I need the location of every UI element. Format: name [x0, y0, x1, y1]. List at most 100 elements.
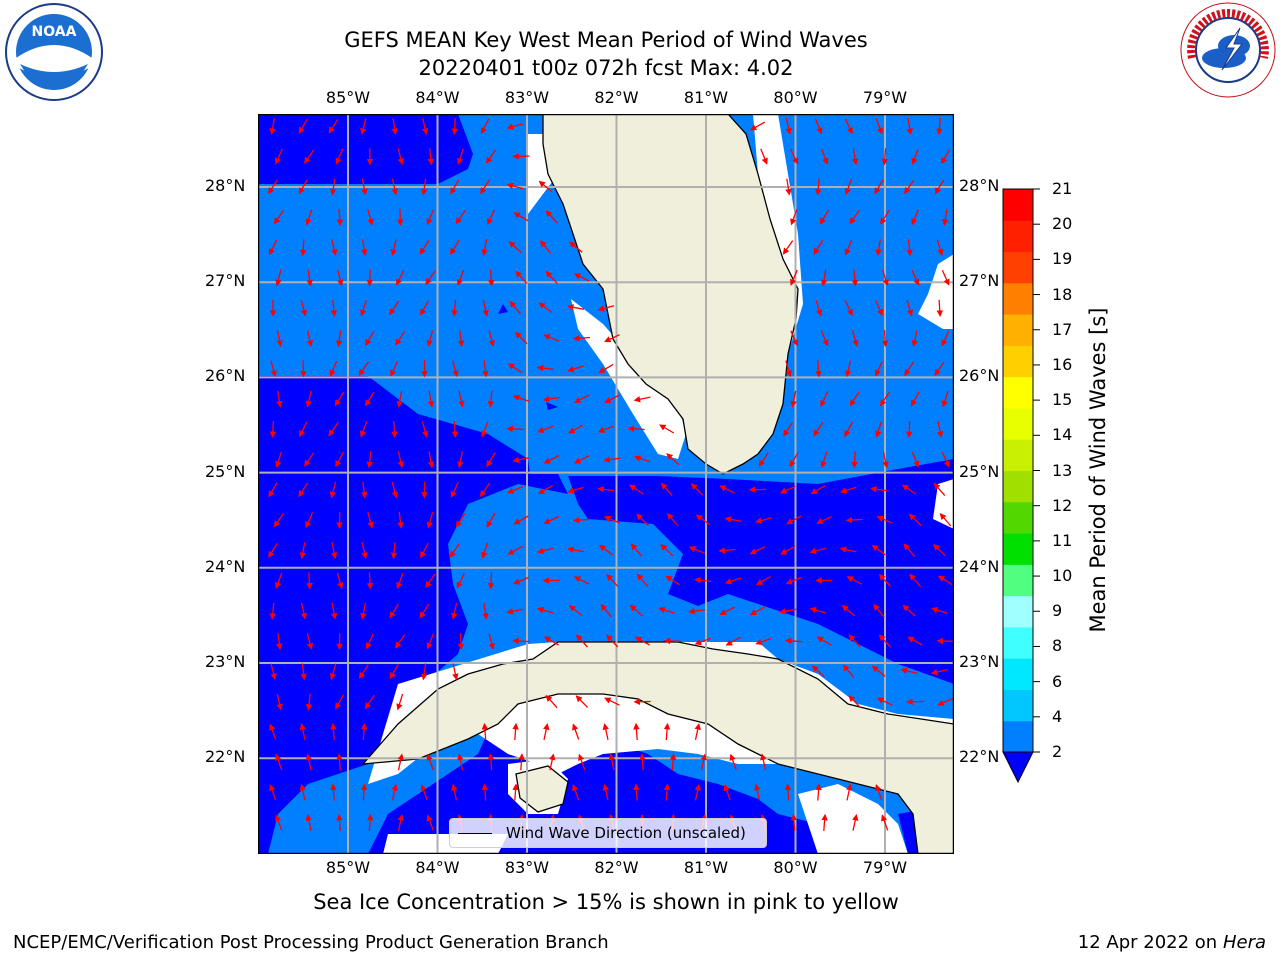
- wind-wave-arrow: [513, 212, 529, 222]
- wind-wave-arrow: [545, 210, 558, 224]
- wind-wave-arrow: [276, 390, 283, 408]
- wind-wave-arrow: [536, 606, 554, 614]
- wind-wave-arrow: [456, 269, 465, 287]
- wind-wave-arrow: [573, 273, 590, 282]
- wind-wave-arrow: [606, 573, 619, 587]
- colorbar-segment: [1003, 282, 1033, 315]
- wind-wave-arrow: [395, 331, 406, 346]
- wind-wave-arrow: [811, 665, 825, 678]
- wind-wave-arrow: [512, 394, 530, 402]
- colorbar-tick-label: 20: [1052, 214, 1073, 234]
- wind-wave-arrow: [457, 451, 464, 469]
- wind-wave-arrow: [785, 118, 792, 135]
- wind-wave-arrow: [268, 543, 278, 558]
- wind-wave-arrow: [841, 605, 856, 617]
- wind-wave-arrow: [481, 421, 489, 438]
- wind-wave-arrow: [815, 360, 822, 378]
- wind-wave-arrow: [821, 813, 828, 831]
- wind-wave-arrow: [842, 664, 855, 678]
- wind-wave-arrow: [396, 572, 404, 590]
- wind-wave-arrow: [397, 148, 404, 166]
- wind-wave-arrow: [269, 420, 277, 439]
- wind-wave-arrow: [299, 723, 306, 740]
- wind-wave-arrow: [300, 299, 308, 317]
- wind-wave-arrow: [634, 636, 650, 646]
- wind-wave-arrow: [755, 517, 772, 524]
- wind-wave-arrow: [785, 637, 803, 645]
- wind-wave-arrow: [513, 576, 530, 585]
- wind-wave-arrow: [930, 606, 948, 614]
- colorbar-tick-label: 9: [1052, 601, 1063, 621]
- longitude-label: 83°W: [504, 858, 550, 877]
- colorbar-tick-label: 8: [1052, 636, 1063, 656]
- wind-wave-arrow: [480, 118, 490, 135]
- wind-wave-arrow: [514, 331, 528, 345]
- wind-wave-arrow: [663, 637, 681, 645]
- wind-wave-arrow: [844, 118, 853, 135]
- wind-wave-arrow: [815, 783, 822, 801]
- wind-wave-arrow: [506, 425, 524, 433]
- wind-wave-arrow: [930, 668, 948, 676]
- wind-wave-arrow: [456, 148, 464, 165]
- wind-wave-arrow: [426, 512, 434, 529]
- wind-wave-arrow: [573, 394, 590, 403]
- wind-wave-arrow: [537, 485, 553, 495]
- wind-wave-arrow: [451, 602, 458, 620]
- longitude-label: 81°W: [683, 858, 729, 877]
- longitude-label: 85°W: [325, 858, 371, 877]
- wind-wave-arrow: [482, 360, 489, 378]
- wind-wave-arrow: [568, 605, 583, 617]
- wind-wave-arrow: [270, 360, 277, 378]
- wind-wave-arrow: [270, 663, 277, 681]
- wind-wave-arrow: [276, 633, 283, 651]
- longitude-label: 83°W: [504, 88, 550, 107]
- wind-wave-arrow: [360, 300, 367, 317]
- colorbar-segment: [1003, 345, 1033, 378]
- footer-credit: NCEP/EMC/Verification Post Processing Pr…: [13, 932, 609, 953]
- wind-wave-arrow: [306, 269, 313, 287]
- wind-wave-arrow: [450, 240, 460, 255]
- wind-wave-arrow: [365, 633, 374, 650]
- wind-wave-arrow: [870, 486, 887, 493]
- wind-wave-arrow: [337, 269, 344, 287]
- wind-wave-arrow: [933, 482, 946, 497]
- colorbar-segment: [1003, 595, 1033, 628]
- wind-wave-arrow: [275, 814, 283, 831]
- wind-wave-arrow: [911, 209, 919, 226]
- wind-wave-arrow: [275, 451, 283, 468]
- wind-wave-arrow: [659, 424, 675, 434]
- wind-wave-arrow: [820, 269, 828, 287]
- wind-wave-arrow: [936, 239, 944, 256]
- wind-wave-arrow: [749, 121, 766, 131]
- wind-wave-arrow: [934, 179, 945, 195]
- wind-wave-arrow: [452, 360, 459, 378]
- wind-wave-arrow: [879, 391, 891, 407]
- wind-wave-arrow: [420, 542, 429, 559]
- wind-wave-arrow: [760, 148, 768, 165]
- wind-wave-arrow: [390, 239, 397, 257]
- wind-wave-arrow: [507, 545, 523, 555]
- wind-wave-arrow: [871, 665, 886, 677]
- map-frame: [258, 114, 954, 854]
- wind-wave-arrow: [482, 602, 489, 620]
- wind-wave-arrow: [851, 330, 859, 347]
- wind-wave-arrow: [665, 575, 680, 586]
- wind-wave-arrow: [481, 722, 489, 741]
- wind-wave-arrow: [306, 572, 313, 590]
- wind-wave-arrow: [390, 360, 399, 377]
- wind-wave-arrow: [268, 239, 278, 256]
- wind-wave-arrow: [851, 269, 859, 287]
- wind-wave-arrow: [911, 269, 920, 286]
- wind-wave-arrow: [599, 544, 614, 556]
- wind-wave-arrow: [874, 360, 883, 377]
- wind-wave-arrow: [633, 722, 640, 741]
- wind-wave-arrow: [666, 453, 680, 466]
- wind-wave-arrow: [391, 420, 398, 439]
- footer-date: 12 Apr 2022 on Hera: [1078, 932, 1266, 953]
- latitude-label: 24°N: [205, 556, 246, 576]
- wind-wave-arrow: [298, 482, 309, 498]
- wind-wave-arrow: [487, 390, 495, 408]
- wind-wave-arrow: [536, 364, 554, 372]
- colorbar-segment: [1003, 564, 1033, 597]
- wind-wave-arrow: [694, 637, 711, 646]
